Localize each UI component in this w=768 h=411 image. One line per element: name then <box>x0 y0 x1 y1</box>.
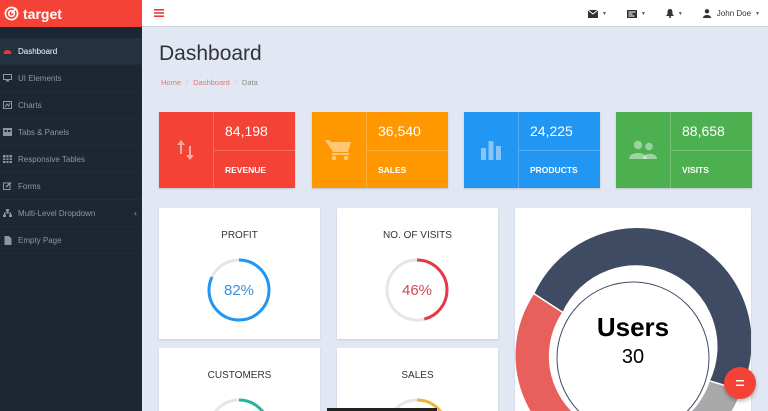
sidebar: target Dashboard UI Elements Charts Tabs… <box>0 0 142 411</box>
tile-label: PRODUCTS <box>530 164 578 175</box>
tile-label: VISITS <box>682 164 709 175</box>
top-right-menu: ▼ ▼ ▼ John Doe ▼ <box>587 0 768 27</box>
caret-down-icon: ▼ <box>677 10 683 17</box>
breadcrumb-current: Data <box>241 78 258 87</box>
sales-tile[interactable]: 36,540 SALES <box>312 112 448 188</box>
profit-gauge <box>207 258 271 322</box>
tile-body: 84,198 REVENUE <box>214 112 295 188</box>
sidebar-item-label: Tabs & Panels <box>18 127 70 137</box>
sidebar-item-multi-level-dropdown[interactable]: Multi-Level Dropdown ‹ <box>0 200 142 227</box>
card-title: CUSTOMERS <box>207 370 272 381</box>
sidebar-item-label: Dashboard <box>18 46 58 56</box>
tile-value: 36,540 <box>367 112 448 151</box>
bar-chart-icon <box>481 141 501 160</box>
breadcrumb-home[interactable]: Home <box>161 78 182 87</box>
panels-icon <box>3 128 12 137</box>
sidebar-item-label: Forms <box>18 181 41 191</box>
caret-down-icon: ▼ <box>755 10 760 17</box>
gauge-value: 46% <box>401 281 433 299</box>
arrows-updown-icon <box>177 140 194 160</box>
breadcrumb-separator: / <box>234 78 237 87</box>
sidebar-item-dashboard[interactable]: Dashboard <box>0 38 142 65</box>
messages-dropdown[interactable]: ▼ <box>587 9 607 18</box>
sidebar-item-responsive-tables[interactable]: Responsive Tables <box>0 146 142 173</box>
sales-gauge <box>385 398 449 411</box>
sidebar-item-label: Multi-Level Dropdown <box>18 208 96 218</box>
visits-card: NO. OF VISITS 46% <box>337 208 498 339</box>
breadcrumb-dashboard[interactable]: Dashboard <box>193 78 230 87</box>
card-title: NO. OF VISITS <box>383 230 452 241</box>
tile-body: 88,658 VISITS <box>671 112 752 188</box>
page-title: Dashboard <box>159 42 262 65</box>
user-name: John Doe <box>716 9 752 18</box>
sidebar-item-label: Responsive Tables <box>18 154 86 164</box>
donut-value: 30 <box>621 346 645 368</box>
breadcrumb: Home / Dashboard / Data <box>161 78 258 87</box>
sidebar-item-label: UI Elements <box>18 73 62 83</box>
caret-down-icon: ▼ <box>640 10 646 17</box>
edit-icon <box>3 182 12 191</box>
tile-icon-wrap <box>312 112 367 188</box>
gauge-value: 82% <box>223 281 255 299</box>
users-donut-chart <box>515 226 751 411</box>
visits-tile[interactable]: 88,658 VISITS <box>616 112 752 188</box>
tile-icon-wrap <box>159 112 214 188</box>
target-icon <box>4 6 19 21</box>
top-navbar: ▼ ▼ ▼ John Doe ▼ <box>142 0 768 27</box>
sidebar-item-forms[interactable]: Forms <box>0 173 142 200</box>
revenue-tile[interactable]: 84,198 REVENUE <box>159 112 295 188</box>
menu-icon <box>736 380 744 386</box>
envelope-icon <box>587 9 598 18</box>
dashboard-icon <box>3 47 12 56</box>
sidebar-item-ui-elements[interactable]: UI Elements <box>0 65 142 92</box>
brand-logo[interactable]: target <box>0 0 142 27</box>
sidebar-item-empty-page[interactable]: Empty Page <box>0 227 142 254</box>
tile-body: 24,225 PRODUCTS <box>519 112 600 188</box>
alerts-dropdown[interactable]: ▼ <box>665 9 683 18</box>
file-icon <box>3 235 12 245</box>
user-icon <box>702 9 711 18</box>
users-icon <box>629 140 657 159</box>
profit-card: PROFIT 82% <box>159 208 320 339</box>
brand-name: target <box>23 5 62 22</box>
hamburger-icon[interactable] <box>154 9 164 17</box>
user-dropdown[interactable]: John Doe ▼ <box>702 9 760 18</box>
sidebar-item-label: Empty Page <box>18 235 62 245</box>
sales-card: SALES <box>337 348 498 411</box>
sidebar-item-charts[interactable]: Charts <box>0 92 142 119</box>
tile-value: 84,198 <box>214 112 295 151</box>
tile-icon-wrap <box>616 112 671 188</box>
tasks-icon <box>626 9 637 18</box>
overlay-bar <box>327 408 437 411</box>
table-icon <box>3 155 12 164</box>
products-tile[interactable]: 24,225 PRODUCTS <box>464 112 600 188</box>
customers-gauge <box>207 398 271 411</box>
tasks-dropdown[interactable]: ▼ <box>626 9 646 18</box>
card-title: PROFIT <box>221 230 258 241</box>
desktop-icon <box>3 74 12 83</box>
sidebar-item-label: Charts <box>18 100 42 110</box>
tile-icon-wrap <box>464 112 519 188</box>
floating-menu-button[interactable] <box>724 367 756 399</box>
chart-icon <box>3 101 12 110</box>
sitemap-icon <box>3 209 12 218</box>
visits-gauge <box>385 258 449 322</box>
breadcrumb-separator: / <box>186 78 189 87</box>
tile-value: 24,225 <box>519 112 600 151</box>
tile-label: REVENUE <box>225 164 267 175</box>
bell-icon <box>665 9 674 18</box>
tile-label: SALES <box>378 164 407 175</box>
sidebar-item-tabs-panels[interactable]: Tabs & Panels <box>0 119 142 146</box>
caret-down-icon: ▼ <box>601 10 607 17</box>
users-donut-card: Users 30 <box>515 208 751 411</box>
sidebar-nav: Dashboard UI Elements Charts Tabs & Pane… <box>0 38 142 254</box>
customers-card: CUSTOMERS <box>159 348 320 411</box>
donut-title: Users <box>596 312 670 342</box>
card-title: SALES <box>401 370 434 381</box>
tile-body: 36,540 SALES <box>367 112 448 188</box>
tile-value: 88,658 <box>671 112 752 151</box>
cart-icon <box>325 140 351 161</box>
chevron-left-icon: ‹ <box>134 208 137 218</box>
